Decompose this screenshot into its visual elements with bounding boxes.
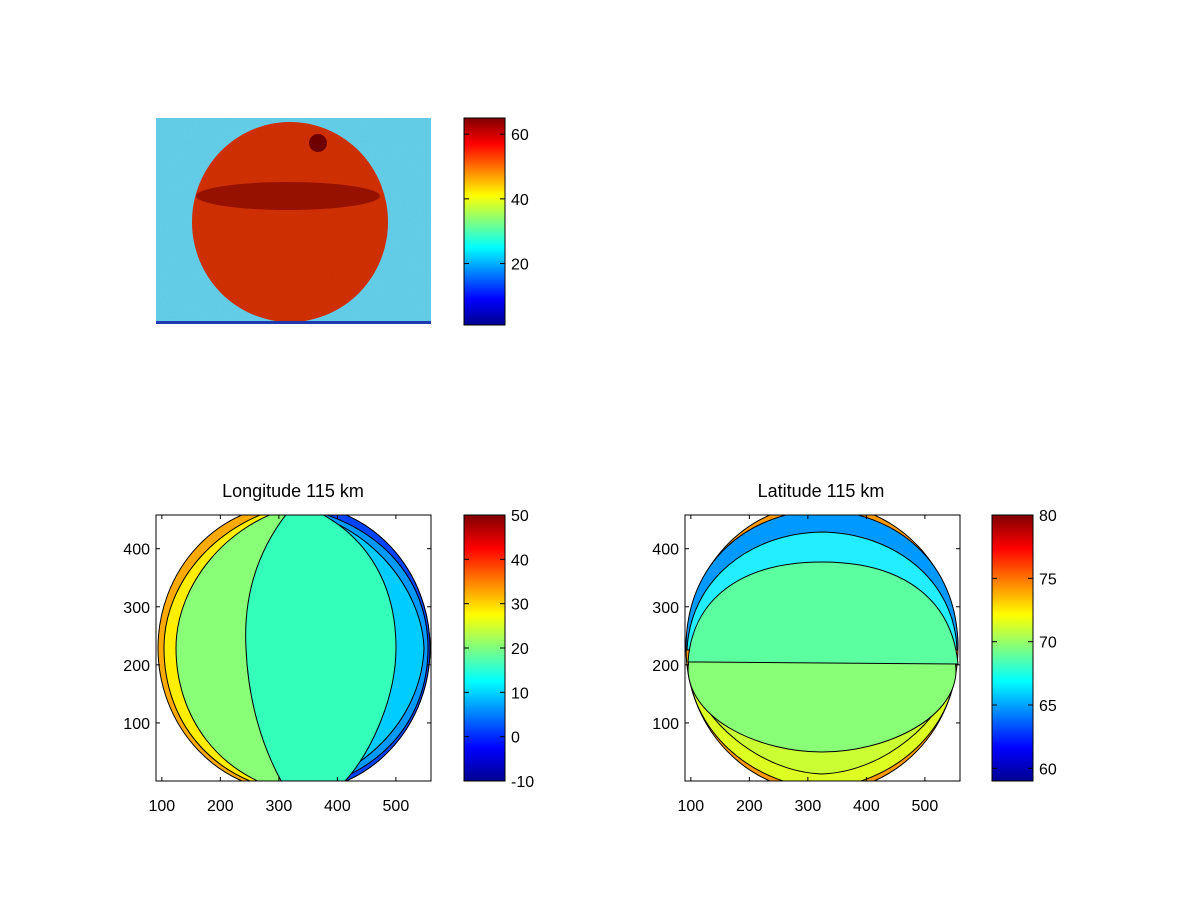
longitude-colorbar-tick-label: 0 <box>511 730 520 747</box>
image-panel: 20 40 60 <box>156 117 529 326</box>
latitude-x-tick-label: 200 <box>736 798 763 815</box>
longitude-title: Longitude 115 km <box>222 481 364 501</box>
longitude-y-tick-label: 200 <box>123 658 150 675</box>
latitude-colorbar-ticks: 80 75 70 65 60 <box>992 508 1057 778</box>
longitude-colorbar-ticks: 50 40 30 20 10 0 -10 <box>464 508 534 791</box>
longitude-y-ticks: 100 200 300 400 <box>123 542 431 733</box>
longitude-axes-frame <box>155 514 432 782</box>
latitude-x-tick-label: 400 <box>853 798 880 815</box>
image-colorbar <box>463 117 506 326</box>
latitude-y-tick-label: 200 <box>652 658 679 675</box>
longitude-x-tick-label: 300 <box>266 798 293 815</box>
longitude-y-tick-label: 100 <box>123 716 150 733</box>
longitude-colorbar-tick-label: 20 <box>511 641 529 658</box>
image-colorbar-tick-label: 20 <box>511 257 529 274</box>
latitude-x-ticks: 100 200 300 400 500 <box>677 515 938 815</box>
image-colorbar-ticks: 20 40 60 <box>464 127 529 274</box>
latitude-colorbar <box>991 514 1034 782</box>
lon-band-16 <box>245 515 397 781</box>
latitude-x-tick-label: 500 <box>912 798 939 815</box>
latitude-colorbar-tick-label: 80 <box>1039 508 1057 525</box>
longitude-x-tick-label: 400 <box>324 798 351 815</box>
longitude-x-ticks: 100 200 300 400 500 <box>148 515 409 815</box>
latitude-colorbar-tick-label: 70 <box>1039 635 1057 652</box>
latitude-colorbar-tick-label: 75 <box>1039 571 1057 588</box>
longitude-panel: Longitude 115 km 100 200 300 400 500 1002003… <box>123 481 534 815</box>
longitude-y-tick-label: 300 <box>123 600 150 617</box>
latitude-y-tick-label: 100 <box>652 716 679 733</box>
longitude-colorbar-tick-label: 30 <box>511 597 529 614</box>
latitude-title: Latitude 115 km <box>758 481 885 501</box>
longitude-colorbar-tick-label: 40 <box>511 552 529 569</box>
longitude-x-tick-label: 200 <box>207 798 234 815</box>
latitude-panel: Latitude 115 km 100 200 300 400 500 100 200 30… <box>652 481 1057 815</box>
image-colorbar-tick-label: 60 <box>511 127 529 144</box>
longitude-x-tick-label: 500 <box>383 798 410 815</box>
latitude-colorbar-tick-label: 65 <box>1039 698 1057 715</box>
latitude-y-ticks: 100 200 300 400 <box>652 542 960 733</box>
latitude-y-tick-label: 300 <box>652 600 679 617</box>
latitude-axes-frame <box>684 514 961 782</box>
longitude-x-tick-label: 100 <box>148 798 175 815</box>
latitude-x-tick-label: 100 <box>677 798 704 815</box>
latitude-x-tick-label: 300 <box>795 798 822 815</box>
longitude-y-tick-label: 400 <box>123 542 150 559</box>
longitude-colorbar-tick-label: -10 <box>511 774 534 791</box>
longitude-colorbar <box>463 514 506 782</box>
lat-band-69 <box>687 561 959 665</box>
longitude-colorbar-tick-label: 50 <box>511 508 529 525</box>
latitude-colorbar-tick-label: 60 <box>1039 761 1057 778</box>
image-colorbar-tick-label: 40 <box>511 192 529 209</box>
latitude-y-tick-label: 400 <box>652 542 679 559</box>
longitude-colorbar-tick-label: 10 <box>511 685 529 702</box>
